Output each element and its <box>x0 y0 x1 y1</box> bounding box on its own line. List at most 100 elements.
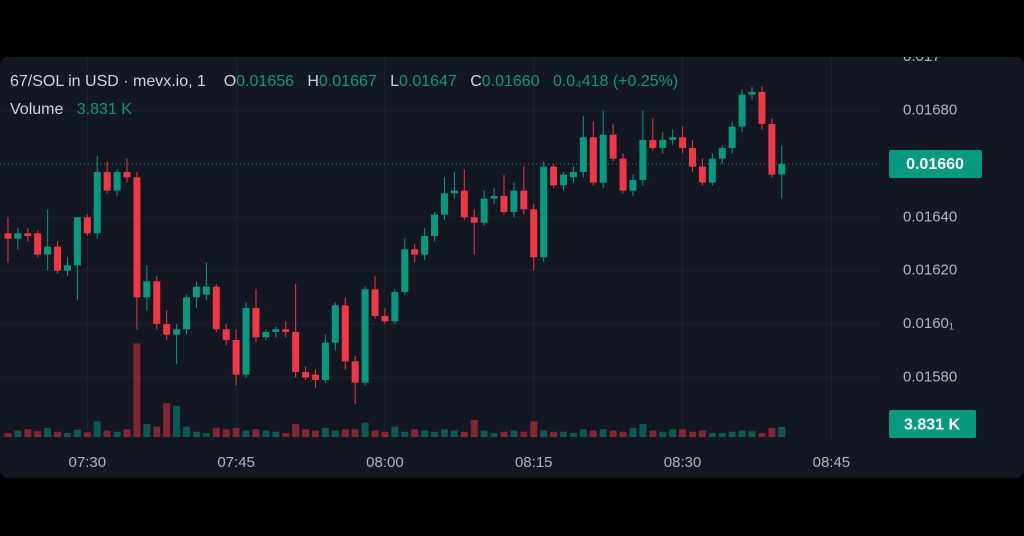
candle-body <box>371 289 379 316</box>
panel <box>0 57 1024 478</box>
volume-bar <box>44 427 52 437</box>
candle-body <box>351 361 359 383</box>
candle-body <box>688 147 696 167</box>
volume-bar <box>391 426 399 437</box>
c-value: 0.01660 <box>481 73 540 90</box>
candle-body <box>718 147 726 159</box>
volume-bar <box>758 433 766 437</box>
last-price-box <box>889 149 982 178</box>
candle-body <box>728 126 736 148</box>
legend: 67/SOL in USD · mevx.io, 1 O0.01656 H0.0… <box>10 68 678 124</box>
candle-body <box>530 209 538 258</box>
x-tick-label: 07:30 <box>69 454 107 471</box>
volume-bar <box>550 431 558 437</box>
x-tick-label: 07:45 <box>217 454 255 471</box>
volume-bar <box>202 433 210 437</box>
volume-bar <box>63 433 71 437</box>
volume-bar <box>520 431 528 437</box>
volume-bar <box>262 430 270 437</box>
candle-body <box>252 307 260 338</box>
candle-body <box>183 297 191 330</box>
candle-body <box>550 166 558 186</box>
volume-bar <box>73 429 81 437</box>
volume-bar <box>738 430 746 437</box>
candle-body <box>93 171 101 234</box>
candle-body <box>44 246 52 255</box>
candle-body <box>470 217 478 223</box>
o-value: 0.01656 <box>236 73 295 90</box>
volume-bar <box>14 430 22 437</box>
volume-bar <box>470 420 478 437</box>
candle-body <box>411 249 419 255</box>
volume-bar <box>748 431 756 437</box>
volume-bar <box>371 430 379 437</box>
candle-body <box>202 286 210 295</box>
candle-body <box>292 331 300 372</box>
volume-bar <box>659 431 667 437</box>
candle-body <box>450 190 458 194</box>
volume-bar <box>113 431 121 437</box>
candle-body <box>619 158 627 191</box>
candle-body <box>222 329 230 340</box>
candle-body <box>173 329 181 335</box>
candle-body <box>262 331 270 338</box>
volume-bar <box>510 430 518 437</box>
volume-bar <box>282 433 290 437</box>
symbol: 67/SOL in USD · mevx.io, 1 <box>10 73 206 90</box>
volume-bar <box>34 431 42 437</box>
ohlc-row: 67/SOL in USD · mevx.io, 1 O0.01656 H0.0… <box>10 68 678 96</box>
volume-bar <box>103 430 111 437</box>
candle-body <box>708 158 716 183</box>
volume-bar <box>321 427 329 437</box>
volume-bar <box>649 430 657 437</box>
candle-body <box>669 137 677 140</box>
volume-name: Volume <box>10 101 64 118</box>
volume-bar <box>192 431 200 437</box>
volume-bar <box>222 429 230 437</box>
candle-body <box>480 198 488 223</box>
x-tick-label: 08:30 <box>664 454 702 471</box>
candle-body <box>440 193 448 215</box>
volume-bar <box>252 429 260 437</box>
y-tick-label: 0.01640 <box>903 208 957 225</box>
volume-bar <box>381 431 389 437</box>
volume-bar <box>242 430 250 437</box>
volume-bar <box>421 430 429 437</box>
candle-body <box>698 166 706 183</box>
candle-body <box>14 233 22 239</box>
candle-body <box>659 139 667 148</box>
l-label: L <box>390 73 400 90</box>
volume-bar <box>183 426 191 437</box>
volume-bar <box>292 424 300 437</box>
volume-bar <box>143 424 151 437</box>
candle-body <box>83 217 91 234</box>
volume-bar <box>341 429 349 437</box>
candle-body <box>63 265 71 271</box>
x-tick-label: 08:45 <box>813 454 851 471</box>
candle-body <box>361 289 369 383</box>
candle-body <box>579 137 587 172</box>
volume-bar <box>599 429 607 437</box>
volume-bar <box>232 427 240 437</box>
candle-body <box>192 286 200 298</box>
volume-bar <box>569 433 577 437</box>
candle-body <box>679 137 687 148</box>
candle-body <box>242 307 250 375</box>
h-value: 0.01667 <box>318 73 377 90</box>
candle-body <box>649 139 657 148</box>
candle-body <box>500 195 508 212</box>
volume-bar <box>669 429 677 437</box>
candle-body <box>123 171 131 178</box>
volume-bar <box>530 421 538 437</box>
volume-box <box>889 410 976 439</box>
candle-body <box>520 190 528 210</box>
volume-bar <box>688 431 696 437</box>
candle-body <box>639 139 647 180</box>
change: 0.0₄418 (+0.25%) <box>552 73 679 90</box>
volume-label: 3.831 K <box>904 416 960 433</box>
plot: 0.017 0.01680 0.01640 0.01620 0.0160₁ 0.01580… <box>0 57 982 471</box>
volume-bar <box>440 429 448 437</box>
candle-body <box>73 217 81 266</box>
x-tick-label: 08:15 <box>515 454 553 471</box>
